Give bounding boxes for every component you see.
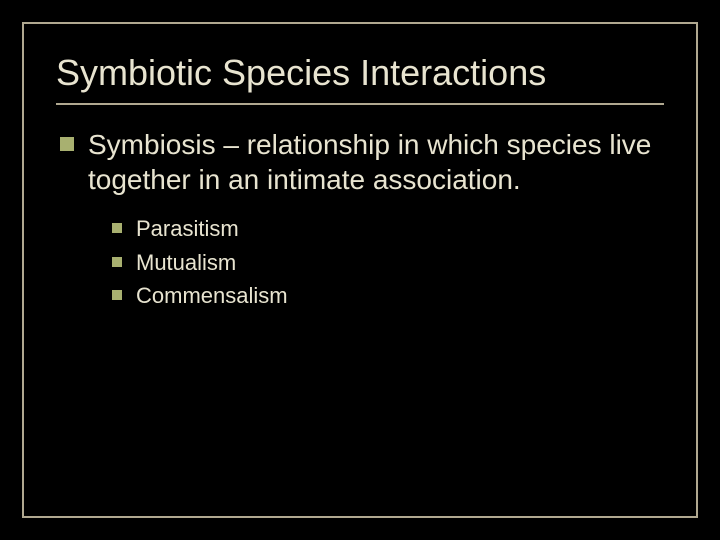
- square-bullet-icon: [60, 137, 74, 151]
- body-text: Symbiosis – relationship in which specie…: [88, 127, 664, 197]
- sub-item-text: Commensalism: [136, 282, 288, 310]
- sub-item-text: Mutualism: [136, 249, 236, 277]
- sub-list: Parasitism Mutualism Commensalism: [112, 215, 664, 310]
- square-bullet-icon: [112, 257, 122, 267]
- body-item: Symbiosis – relationship in which specie…: [60, 127, 664, 197]
- slide-title: Symbiotic Species Interactions: [56, 52, 664, 105]
- sub-item-text: Parasitism: [136, 215, 239, 243]
- list-item: Commensalism: [112, 282, 664, 310]
- slide-frame: Symbiotic Species Interactions Symbiosis…: [22, 22, 698, 518]
- list-item: Mutualism: [112, 249, 664, 277]
- list-item: Parasitism: [112, 215, 664, 243]
- square-bullet-icon: [112, 290, 122, 300]
- square-bullet-icon: [112, 223, 122, 233]
